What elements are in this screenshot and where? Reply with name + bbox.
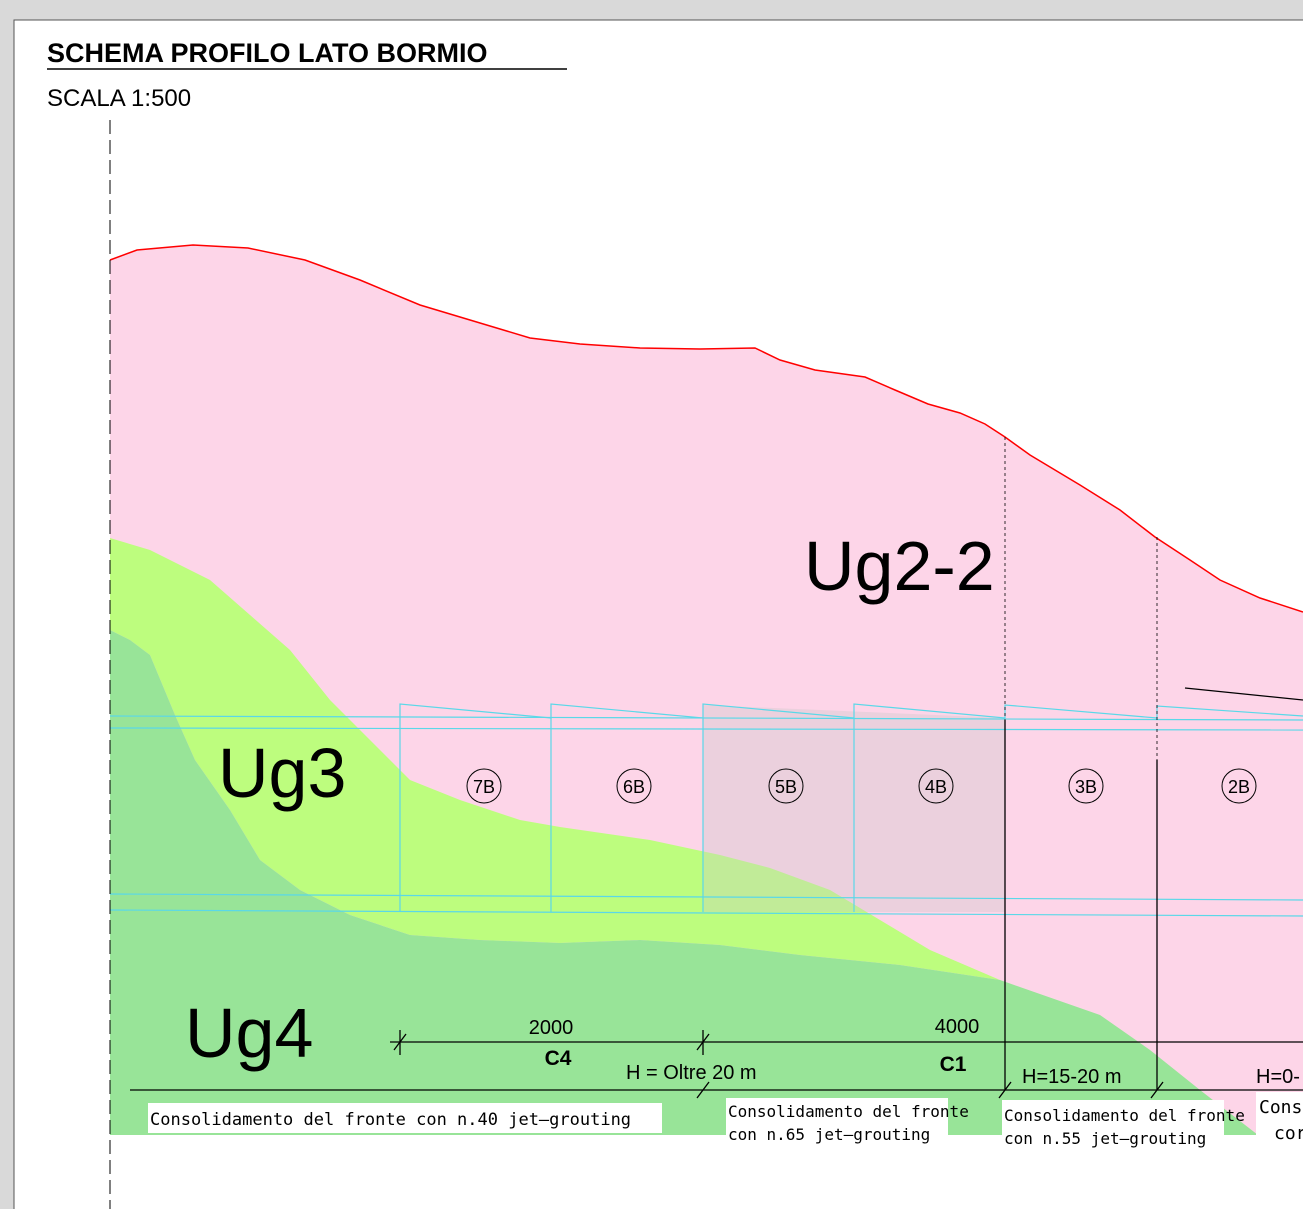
- note: Cons: [1259, 1097, 1302, 1118]
- dimension: 4000: [935, 1016, 980, 1038]
- note: cor: [1274, 1123, 1303, 1144]
- segment-circle: [918, 768, 954, 804]
- segment-circle: [1068, 768, 1104, 804]
- line: [1184, 687, 1303, 701]
- segment-circle: [768, 768, 804, 804]
- ticks: [393, 1030, 1164, 1099]
- segment-label: 6B: [623, 777, 645, 797]
- note: Consolidamento del fronte: [1004, 1106, 1245, 1125]
- zone-label: Ug4: [185, 994, 313, 1072]
- segment-label: 3B: [1075, 777, 1097, 797]
- segment-label: 5B: [775, 777, 797, 797]
- ground-line: [109, 244, 1303, 613]
- segment-circle: [616, 768, 652, 804]
- height: H = Oltre 20 m: [626, 1062, 757, 1084]
- title: SCHEMA PROFILO LATO BORMIO: [47, 38, 488, 68]
- note: con n.55 jet–grouting: [1004, 1129, 1206, 1148]
- note-box: [1256, 1092, 1303, 1142]
- segment-label: 4B: [925, 777, 947, 797]
- zone-ug4: [110, 630, 1258, 1135]
- zone-label: Ug2-2: [804, 527, 995, 605]
- note: Consolidamento del fronte con n.40 jet–g…: [150, 1110, 631, 1130]
- note-box: [726, 1098, 948, 1148]
- class: C1: [940, 1053, 967, 1076]
- dimension: 2000: [529, 1017, 574, 1039]
- height: H=0-: [1256, 1066, 1300, 1088]
- note: con n.65 jet–grouting: [728, 1125, 930, 1144]
- height: H=15-20 m: [1022, 1066, 1122, 1088]
- zone-label: Ug3: [218, 734, 346, 812]
- segment-circle: [1221, 768, 1257, 804]
- note-box: [148, 1103, 662, 1133]
- note: Consolidamento del fronte: [728, 1102, 969, 1121]
- zone-ug3: [110, 538, 1000, 980]
- segment-label: 7B: [473, 777, 495, 797]
- scale: SCALA 1:500: [47, 85, 191, 112]
- class: C4: [545, 1047, 572, 1070]
- segment-circle: [466, 768, 502, 804]
- segment-label: 2B: [1228, 777, 1250, 797]
- note-box: [1002, 1100, 1224, 1150]
